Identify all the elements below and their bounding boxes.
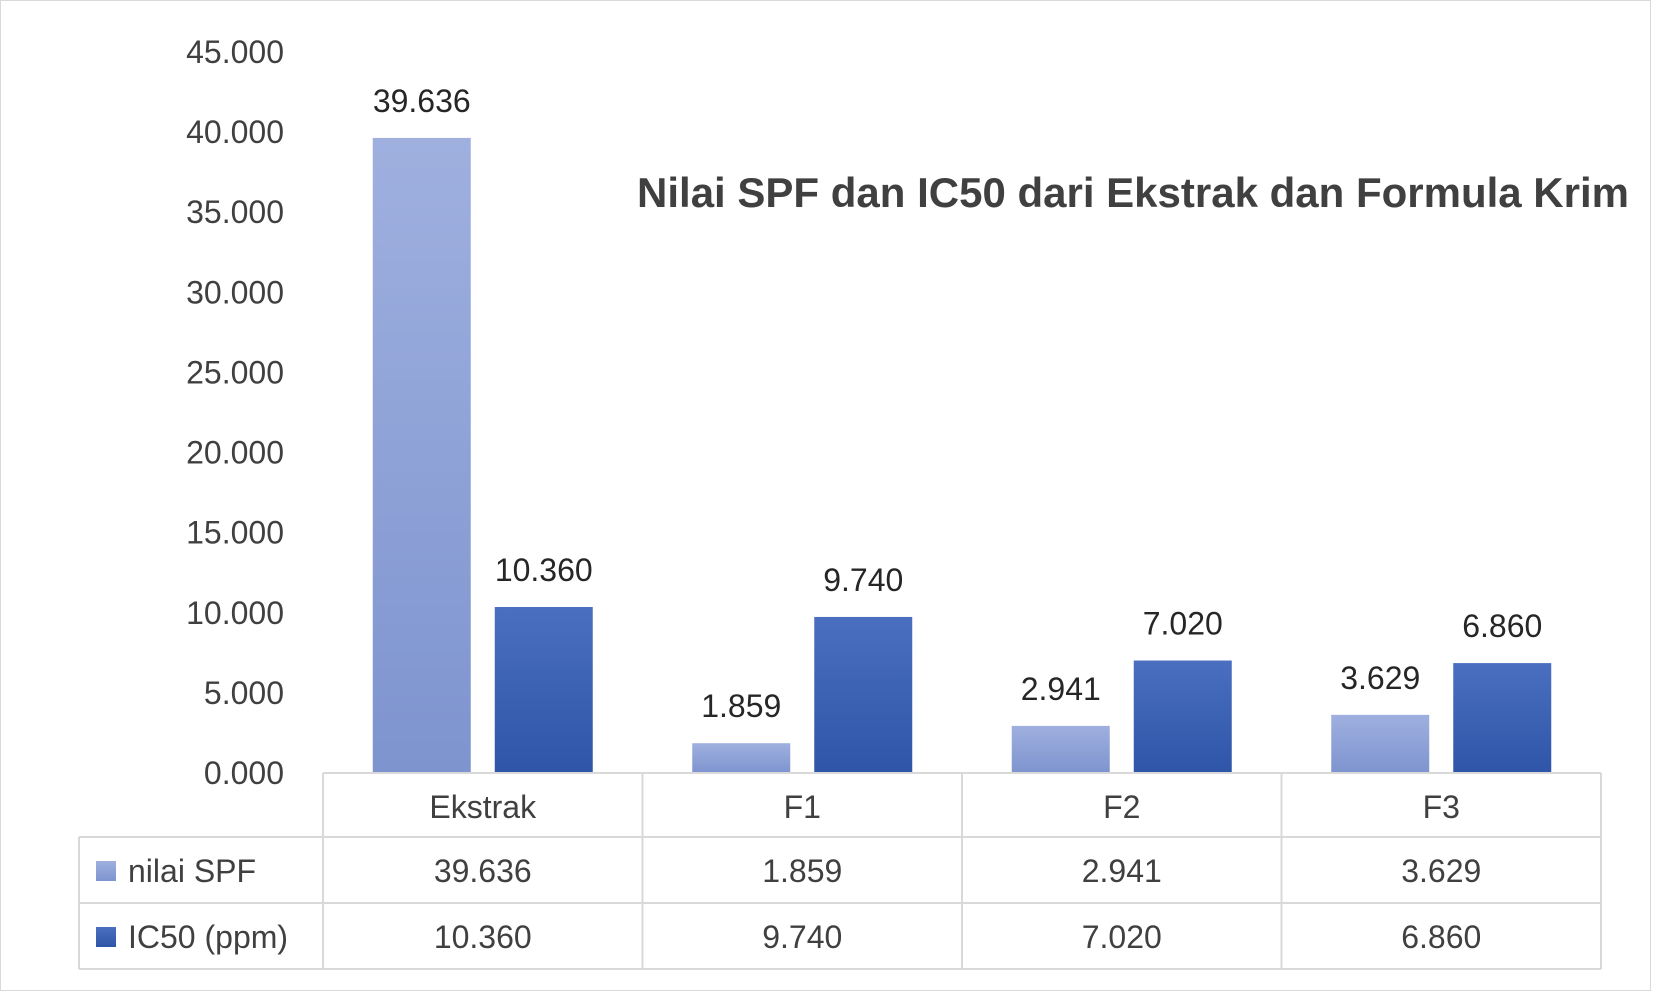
table-cell-value: 3.629 bbox=[1401, 853, 1481, 889]
bar-spf-3 bbox=[1331, 714, 1430, 773]
y-tick-label: 10.000 bbox=[186, 595, 284, 631]
x-tick-label: F1 bbox=[784, 789, 821, 825]
data-label: 9.740 bbox=[823, 562, 903, 598]
bar-spf-0 bbox=[372, 137, 471, 773]
data-label: 7.020 bbox=[1143, 606, 1223, 642]
y-tick-label: 25.000 bbox=[186, 354, 284, 390]
table-cell-value: 10.360 bbox=[434, 919, 532, 955]
x-tick-label: F3 bbox=[1423, 789, 1460, 825]
x-tick-label: Ekstrak bbox=[429, 789, 537, 825]
data-labels: 39.636 10.360 1.859 9.740 2.941 7.020 3.629 6.8… bbox=[373, 83, 1542, 724]
y-tick-label: 5.000 bbox=[204, 675, 284, 711]
legend-label: IC50 (ppm) bbox=[128, 919, 288, 955]
bar-ic50-0 bbox=[494, 607, 593, 773]
y-axis: 0.000 5.000 10.000 15.000 20.000 25.000 30.000… bbox=[186, 34, 284, 791]
bar-ic50-2 bbox=[1133, 660, 1232, 773]
chart-title: Nilai SPF dan IC50 dari Ekstrak dan Form… bbox=[637, 169, 1629, 216]
bar-ic50-1 bbox=[814, 616, 913, 773]
legend-swatch bbox=[96, 861, 116, 881]
table-cell-value: 39.636 bbox=[434, 853, 532, 889]
table-cell-value: 9.740 bbox=[762, 919, 842, 955]
y-tick-label: 20.000 bbox=[186, 435, 284, 471]
table-cell-value: 2.941 bbox=[1082, 853, 1162, 889]
y-tick-label: 45.000 bbox=[186, 34, 284, 70]
data-label: 2.941 bbox=[1021, 671, 1101, 707]
table-cell-value: 6.860 bbox=[1401, 919, 1481, 955]
bars bbox=[372, 137, 1552, 773]
bar-spf-1 bbox=[692, 743, 791, 773]
table-cell-value: 1.859 bbox=[762, 853, 842, 889]
legend-label: nilai SPF bbox=[128, 853, 256, 889]
y-tick-label: 40.000 bbox=[186, 114, 284, 150]
bar-ic50-3 bbox=[1453, 663, 1552, 773]
y-tick-label: 30.000 bbox=[186, 274, 284, 310]
y-tick-label: 0.000 bbox=[204, 755, 284, 791]
y-tick-label: 35.000 bbox=[186, 194, 284, 230]
y-tick-label: 15.000 bbox=[186, 515, 284, 551]
table-cell-value: 7.020 bbox=[1082, 919, 1162, 955]
x-tick-label: F2 bbox=[1103, 789, 1140, 825]
data-label: 6.860 bbox=[1462, 608, 1542, 644]
data-label: 10.360 bbox=[495, 552, 593, 588]
data-label: 39.636 bbox=[373, 83, 471, 119]
data-table: Ekstrak F1 F2 F3 nilai SPF 39.636 1.859 2.941 3.… bbox=[78, 772, 1602, 970]
data-label: 3.629 bbox=[1340, 660, 1420, 696]
data-label: 1.859 bbox=[701, 688, 781, 724]
legend-swatch bbox=[96, 927, 116, 947]
bar-spf-2 bbox=[1011, 725, 1110, 773]
